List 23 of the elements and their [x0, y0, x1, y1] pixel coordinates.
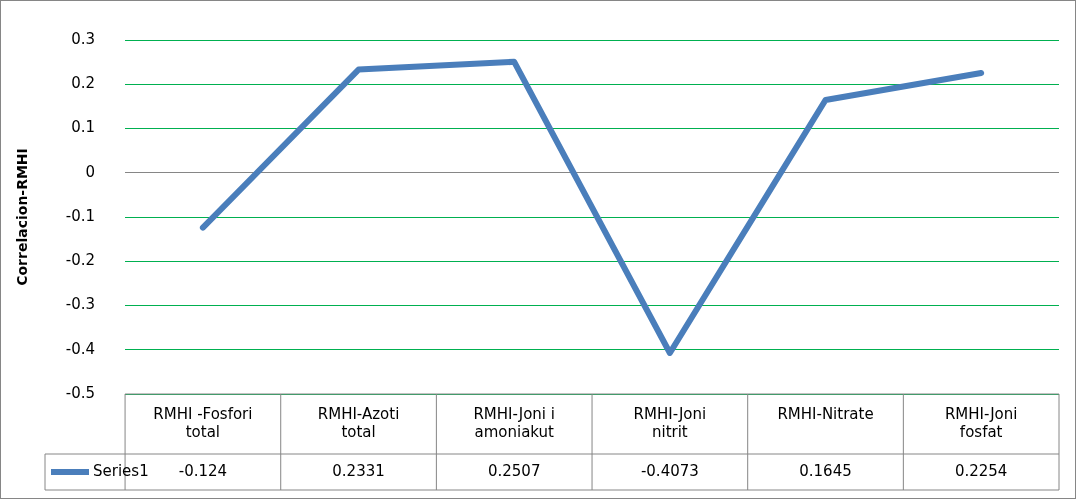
x-tick-label: RMHI-Nitrate [777, 404, 874, 423]
x-tick-label: RMHI-Azoti total [317, 404, 400, 441]
y-tick-label: 0.2 [71, 74, 96, 93]
y-axis-title: Correlacion-RMHI [14, 148, 31, 286]
data-label: 0.2507 [487, 461, 541, 480]
x-tick-label: RMHI-Joni fosfat [944, 404, 1018, 441]
y-tick-label: 0.3 [71, 29, 96, 48]
y-tick-label: -0.2 [65, 251, 96, 270]
y-tick-label: 0.1 [71, 118, 96, 137]
data-label: 0.2254 [954, 461, 1008, 480]
y-tick-label: -0.1 [65, 206, 96, 225]
data-label: 0.1645 [799, 461, 852, 480]
legend-label: Series1 [93, 461, 149, 480]
x-tick-label: RMHI -Fosfori total [153, 404, 253, 441]
data-label: 0.2331 [332, 461, 385, 480]
data-label: -0.124 [178, 461, 228, 480]
x-tick-label: RMHI-Joni nitrit [633, 404, 707, 441]
y-tick-label: 0 [85, 162, 96, 181]
y-tick-label: -0.4 [65, 339, 96, 358]
y-tick-label: -0.3 [65, 295, 96, 314]
y-tick-label: -0.5 [65, 383, 96, 402]
data-label: -0.4073 [640, 461, 699, 480]
x-tick-label: RMHI-Joni i amoniakut [473, 404, 555, 441]
